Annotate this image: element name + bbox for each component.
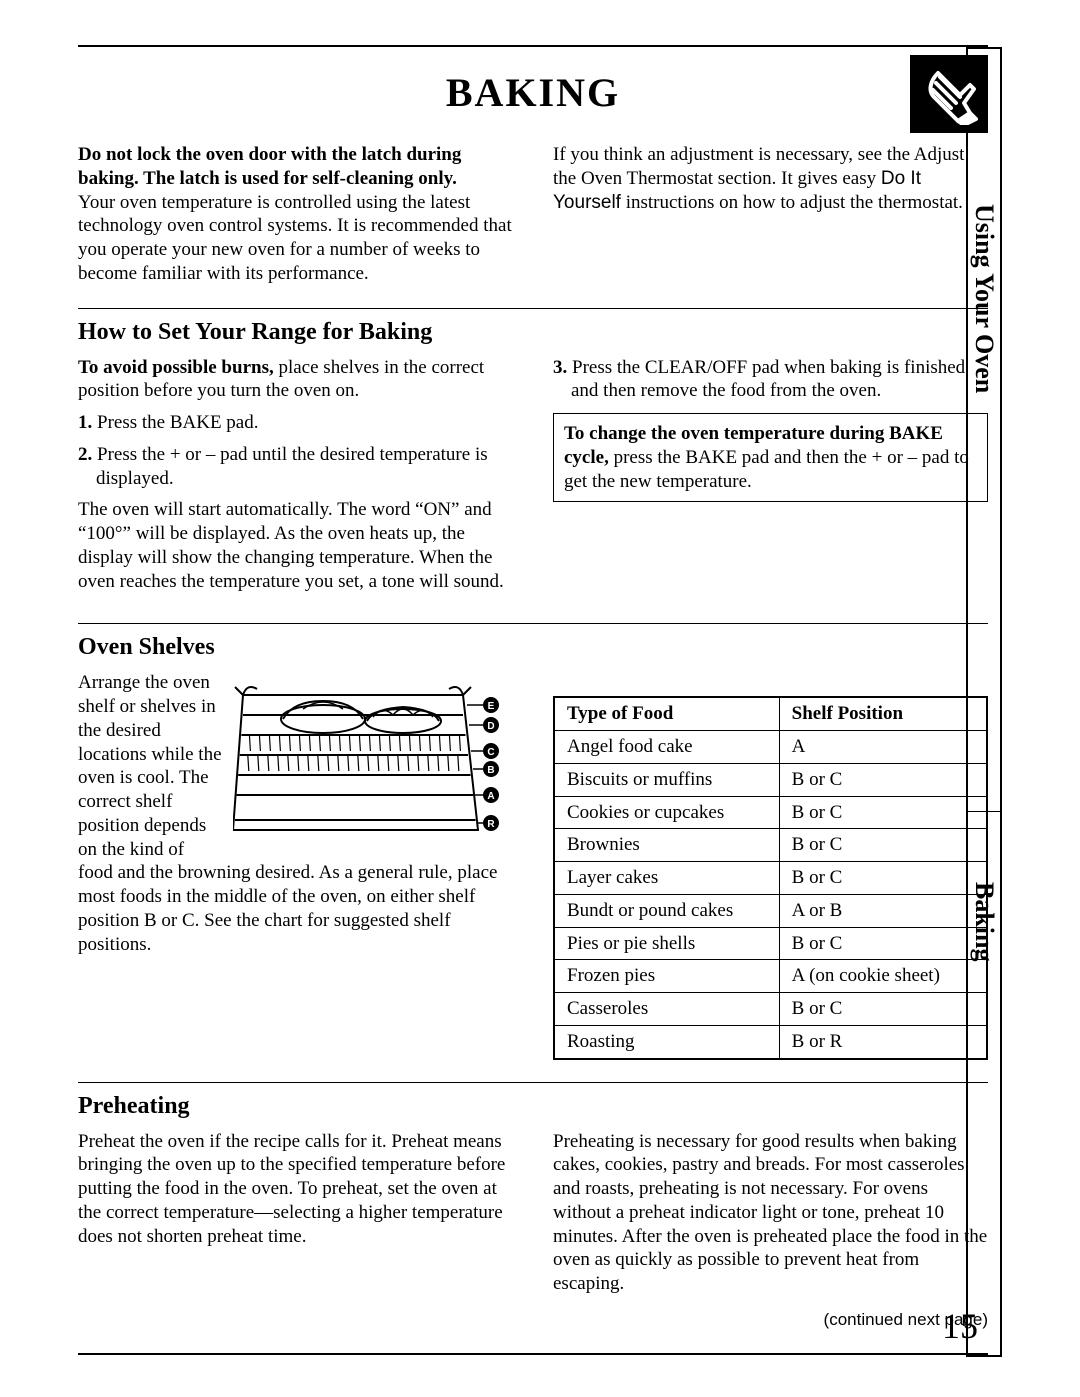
side-tab-label: Using Your Oven xyxy=(969,204,999,393)
page-number: 15 xyxy=(942,1305,978,1347)
table-cell: Casseroles xyxy=(554,993,779,1026)
oven-diagram-icon: ED CB A R xyxy=(233,675,513,840)
divider xyxy=(78,623,988,624)
oven-mitt-icon xyxy=(910,55,988,133)
table-cell: B or C xyxy=(779,927,987,960)
table-row: Pies or pie shellsB or C xyxy=(554,927,987,960)
table-cell: B or C xyxy=(779,862,987,895)
page-title: BAKING xyxy=(446,69,620,116)
table-cell: Angel food cake xyxy=(554,731,779,764)
svg-text:A: A xyxy=(487,791,494,802)
table-row: Angel food cakeA xyxy=(554,731,987,764)
table-header: Shelf Position xyxy=(779,697,987,730)
table-cell: Bundt or pound cakes xyxy=(554,894,779,927)
table-cell: Frozen pies xyxy=(554,960,779,993)
table-cell: Brownies xyxy=(554,829,779,862)
title-row: BAKING xyxy=(78,47,988,137)
intro-left: Do not lock the oven door with the latch… xyxy=(78,143,513,286)
table-cell: Cookies or cupcakes xyxy=(554,796,779,829)
table-row: RoastingB or R xyxy=(554,1025,987,1058)
table-cell: A (on cookie sheet) xyxy=(779,960,987,993)
table-cell: B or C xyxy=(779,796,987,829)
table-cell: Biscuits or muffins xyxy=(554,763,779,796)
table-cell: Roasting xyxy=(554,1025,779,1058)
side-tab-baking: Baking xyxy=(966,812,1002,1357)
intro-section: Do not lock the oven door with the latch… xyxy=(78,143,988,286)
table-row: BrowniesB or C xyxy=(554,829,987,862)
preheat-left: Preheat the oven if the recipe calls for… xyxy=(78,1130,513,1296)
intro-body: Your oven temperature is controlled usin… xyxy=(78,191,513,286)
page-frame: Using Your Oven Baking BAKING Do not loc… xyxy=(78,45,988,1355)
table-row: Biscuits or muffinsB or C xyxy=(554,763,987,796)
continued-note: (continued next page) xyxy=(78,1310,988,1330)
side-tab-using-oven: Using Your Oven xyxy=(966,47,1002,812)
svg-text:R: R xyxy=(487,819,495,830)
table-cell: Pies or pie shells xyxy=(554,927,779,960)
table-cell: B or R xyxy=(779,1025,987,1058)
preheat-section: Preheating Preheat the oven if the recip… xyxy=(78,1093,988,1330)
howto-section: How to Set Your Range for Baking To avoi… xyxy=(78,319,988,602)
table-row: Layer cakesB or C xyxy=(554,862,987,895)
table-cell: A or B xyxy=(779,894,987,927)
shelf-position-table: Type of Food Shelf Position Angel food c… xyxy=(553,696,988,1059)
table-row: Cookies or cupcakesB or C xyxy=(554,796,987,829)
shelves-left: EDCBAR Arrange the oven shelf or shelves… xyxy=(78,671,513,1059)
divider xyxy=(78,1082,988,1083)
shelves-right: Type of Food Shelf Position Angel food c… xyxy=(553,671,988,1059)
svg-text:B: B xyxy=(487,765,494,776)
preheat-heading: Preheating xyxy=(78,1093,988,1120)
table-cell: B or C xyxy=(779,993,987,1026)
side-tab-label: Baking xyxy=(969,882,999,962)
table-cell: B or C xyxy=(779,763,987,796)
table-row: Bundt or pound cakesA or B xyxy=(554,894,987,927)
howto-right: 3. Press the CLEAR/OFF pad when baking i… xyxy=(553,356,988,602)
table-cell: Layer cakes xyxy=(554,862,779,895)
table-row: CasserolesB or C xyxy=(554,993,987,1026)
intro-right: If you think an adjustment is necessary,… xyxy=(553,143,988,286)
intro-adjust: If you think an adjustment is necessary,… xyxy=(553,143,988,214)
shelves-heading: Oven Shelves xyxy=(78,634,988,661)
intro-warning: Do not lock the oven door with the latch… xyxy=(78,143,513,191)
svg-text:D: D xyxy=(487,721,494,732)
howto-heading: How to Set Your Range for Baking xyxy=(78,319,988,346)
table-cell: B or C xyxy=(779,829,987,862)
table-header: Type of Food xyxy=(554,697,779,730)
howto-left: To avoid possible burns, place shelves i… xyxy=(78,356,513,602)
table-row: Frozen piesA (on cookie sheet) xyxy=(554,960,987,993)
tip-box: To change the oven temperature during BA… xyxy=(553,413,988,502)
preheat-right: Preheating is necessary for good results… xyxy=(553,1130,988,1296)
shelves-section: Oven Shelves xyxy=(78,634,988,1059)
svg-text:E: E xyxy=(488,701,495,712)
table-cell: A xyxy=(779,731,987,764)
svg-text:C: C xyxy=(487,747,494,758)
divider xyxy=(78,308,988,309)
